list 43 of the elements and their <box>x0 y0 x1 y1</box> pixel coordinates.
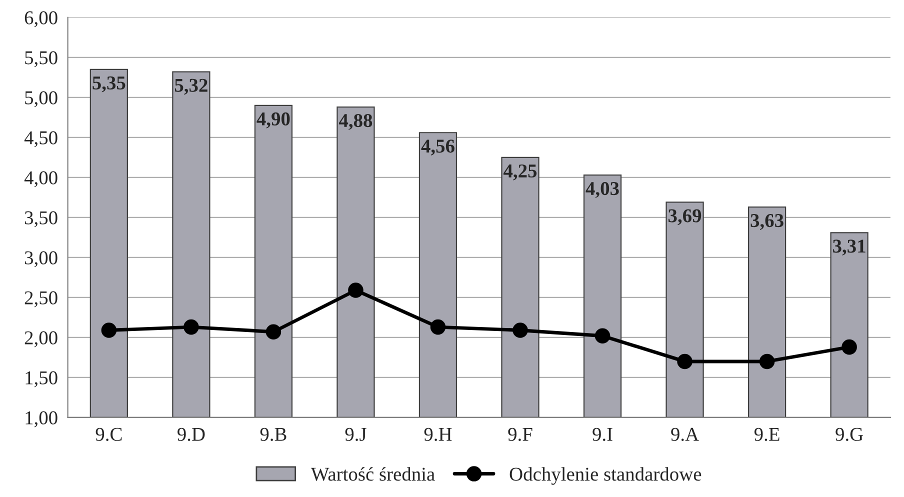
data-label: 4,88 <box>338 114 372 130</box>
x-tick-label: 9.E <box>754 428 780 441</box>
data-label: 3,31 <box>833 240 866 256</box>
legend-label: Wartość średnia <box>310 467 435 481</box>
data-label: 4,25 <box>504 164 537 180</box>
point <box>184 319 199 335</box>
y-tick-label: 5,00 <box>25 91 58 108</box>
y-tick-label: 6,00 <box>24 11 58 28</box>
data-label: 3,63 <box>750 214 784 230</box>
point <box>430 319 446 335</box>
point <box>266 324 282 340</box>
y-tick-label: 1,00 <box>26 411 58 428</box>
x-tick-label: 9.A <box>671 428 699 441</box>
y-tick-label: 4,50 <box>24 131 58 148</box>
x-tick-label: 9.H <box>424 428 452 441</box>
y-tick-label: 2,50 <box>24 291 58 308</box>
point <box>101 322 117 338</box>
y-tick-label: 1,50 <box>26 371 58 388</box>
point <box>677 354 692 370</box>
data-label: 4,90 <box>256 112 290 128</box>
x-tick-label: 9.G <box>836 428 864 441</box>
x-tick-label: 9.C <box>96 428 122 441</box>
data-label: 4,03 <box>586 182 619 198</box>
data-label: 5,35 <box>92 76 126 92</box>
y-tick-label: 3,50 <box>24 211 58 228</box>
y-tick-label: 3,00 <box>24 251 58 268</box>
y-tick-label: 2,00 <box>24 331 58 348</box>
y-tick-label: 5,50 <box>25 51 58 68</box>
data-label: 3,69 <box>668 209 702 226</box>
data-label: 4,56 <box>421 140 454 156</box>
x-tick-label: 9.J <box>345 428 366 441</box>
x-tick-label: 9.I <box>592 428 612 441</box>
x-tick-label: 9.B <box>260 428 286 441</box>
point <box>759 354 775 370</box>
point <box>348 282 364 298</box>
legend-label: Odchylenie standardowe <box>510 467 702 485</box>
y-tick-label: 4,00 <box>24 171 58 188</box>
data-label: 5,32 <box>174 78 208 95</box>
x-tick-label: 9.F <box>508 428 532 441</box>
point <box>594 328 610 344</box>
x-tick-label: 9.D <box>178 428 205 441</box>
point <box>512 322 528 338</box>
point <box>842 339 857 355</box>
